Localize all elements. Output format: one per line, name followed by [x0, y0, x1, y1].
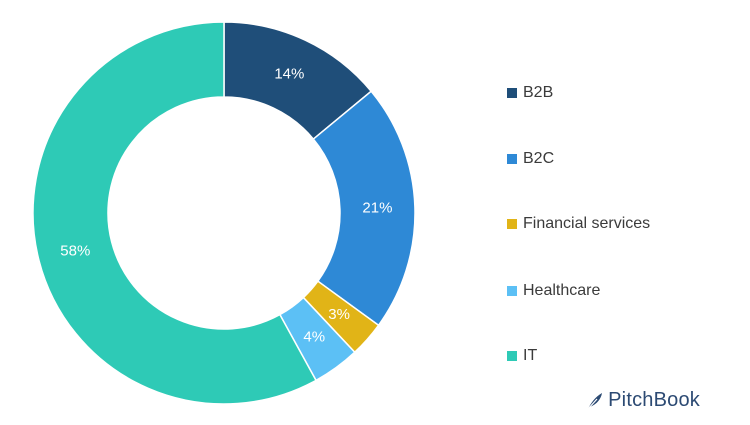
legend-swatch-financial-services	[507, 219, 517, 229]
pitchbook-feather-icon	[587, 392, 603, 409]
donut-value-labels: 14% 21% 3%4% 58%	[60, 66, 392, 346]
legend-label-healthcare: Healthcare	[523, 282, 601, 299]
slice-value-label-b2b: 14%	[274, 66, 304, 83]
legend-label-financial-services: Financial services	[523, 215, 651, 232]
legend-item-it[interactable]: IT	[507, 347, 537, 365]
pitchbook-wordmark: PitchBook	[608, 389, 700, 411]
legend-swatch-healthcare	[507, 286, 517, 296]
slice-it[interactable]	[32, 21, 318, 405]
legend-item-healthcare[interactable]: Healthcare	[507, 282, 600, 300]
legend-label-it: IT	[523, 347, 538, 364]
legend-label-b2b: B2B	[523, 84, 554, 101]
slice-value-label-it: 58%	[60, 243, 90, 260]
legend-swatch-b2c	[507, 154, 517, 164]
legend-item-b2c[interactable]: B2C	[507, 150, 554, 168]
legend-swatch-it	[507, 351, 517, 361]
pitchbook-logo: PitchBook	[585, 389, 700, 412]
legend-item-financial-services[interactable]: Financial services	[507, 215, 650, 233]
legend-swatch-b2b	[507, 88, 517, 98]
donut-chart: 14% 21% 3%4% 58%	[32, 21, 416, 405]
legend-item-b2b[interactable]: B2B	[507, 84, 553, 102]
slice-value-label-healthcare: 4%	[303, 329, 325, 346]
slice-value-label-b2c: 21%	[362, 200, 392, 217]
legend-label-b2c: B2C	[523, 150, 555, 167]
slice-value-label-financial-services: 3%	[328, 306, 350, 323]
donut-slices	[32, 21, 416, 405]
